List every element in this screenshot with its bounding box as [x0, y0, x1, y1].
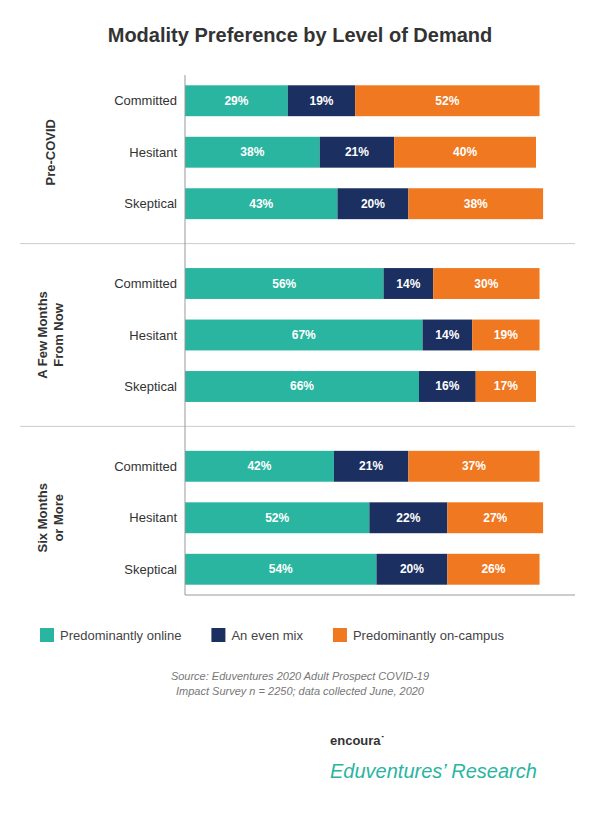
data-label: 52%: [435, 94, 459, 108]
legend-label: Predominantly online: [60, 628, 181, 643]
data-label: 43%: [249, 197, 273, 211]
data-label: 52%: [265, 511, 289, 525]
data-label: 27%: [483, 511, 507, 525]
source-note: Source: Eduventures 2020 Adult Prospect …: [171, 670, 429, 697]
bar-segment: [419, 371, 476, 402]
data-label: 21%: [345, 145, 369, 159]
data-label: 56%: [272, 277, 296, 291]
bar-segment: [369, 502, 447, 533]
bar-segment: [185, 85, 288, 116]
bar-segment: [288, 85, 355, 116]
bar-segment: [472, 320, 539, 351]
group-divider: [20, 243, 575, 244]
title: Modality Preference by Level of Demand: [108, 24, 493, 46]
data-label: 14%: [396, 277, 420, 291]
data-label: 54%: [269, 562, 293, 576]
data-label: 40%: [453, 145, 477, 159]
category-label: Skeptical: [124, 379, 177, 394]
bar-segment: [320, 137, 394, 168]
axis-line: [185, 595, 575, 596]
legend-swatch: [333, 628, 347, 642]
bar-segment: [334, 451, 408, 482]
legend: Predominantly online An even mix Predomina…: [40, 628, 504, 643]
bar-segment: [408, 451, 539, 482]
data-label: 22%: [396, 511, 420, 525]
data-label: 14%: [435, 328, 459, 342]
data-label: 30%: [474, 277, 498, 291]
category-label: Committed: [114, 93, 177, 108]
bar-segment: [433, 268, 539, 299]
bar-segment: [408, 188, 543, 219]
bar-segment: [384, 268, 434, 299]
bar-segment: [185, 137, 320, 168]
data-label: 38%: [240, 145, 264, 159]
group-label: Six Monthsor More: [35, 483, 66, 552]
data-label: 21%: [359, 459, 383, 473]
bar-segment: [185, 371, 419, 402]
data-label: 42%: [247, 459, 271, 473]
category-label: Hesitant: [129, 145, 177, 160]
data-label: 26%: [481, 562, 505, 576]
chart: Modality Preference by Level of Demand 29…: [0, 0, 600, 818]
data-label: 37%: [462, 459, 486, 473]
category-label: Committed: [114, 459, 177, 474]
category-label: Hesitant: [129, 510, 177, 525]
data-label: 19%: [494, 328, 518, 342]
bar-segment: [355, 85, 539, 116]
data-label: 38%: [464, 197, 488, 211]
data-label: 16%: [435, 379, 459, 393]
bar-segment: [447, 554, 539, 585]
data-label: 67%: [292, 328, 316, 342]
data-labels: 29% 19% 52% 38% 21% 40% 43% 20% 38% 56% 14% 30% 67% 1…: [224, 94, 518, 577]
data-label: 19%: [309, 94, 333, 108]
bar-segment: [185, 188, 337, 219]
legend-swatch: [211, 628, 225, 642]
bar-segment: [185, 268, 384, 299]
data-label: 29%: [224, 94, 248, 108]
legend-label: Predominantly on-campus: [353, 628, 505, 643]
category-label: Committed: [114, 276, 177, 291]
bar-segment: [376, 554, 447, 585]
logo-text: encoura˙: [330, 733, 385, 748]
bar-segment: [476, 371, 536, 402]
data-label: 17%: [494, 379, 518, 393]
category-label: Skeptical: [124, 562, 177, 577]
bar-segment: [423, 320, 473, 351]
bar-segment: [447, 502, 543, 533]
bars: [185, 85, 543, 584]
axis-line: [185, 75, 186, 595]
category-label: Hesitant: [129, 328, 177, 343]
bar-segment: [394, 137, 536, 168]
bar-segment: [185, 320, 423, 351]
category-label: Skeptical: [124, 196, 177, 211]
bar-segment: [185, 502, 369, 533]
group-divider: [20, 426, 575, 427]
data-label: 20%: [361, 197, 385, 211]
logo-text: Eduventures’ Research: [330, 760, 537, 782]
group-label: A Few MonthsFrom Now: [35, 291, 66, 379]
legend-label: An even mix: [231, 628, 303, 643]
group-label: Pre-COVID: [43, 119, 58, 185]
legend-swatch: [40, 628, 54, 642]
bar-segment: [185, 554, 376, 585]
data-label: 20%: [400, 562, 424, 576]
bar-segment: [185, 451, 334, 482]
bar-segment: [337, 188, 408, 219]
data-label: 66%: [290, 379, 314, 393]
